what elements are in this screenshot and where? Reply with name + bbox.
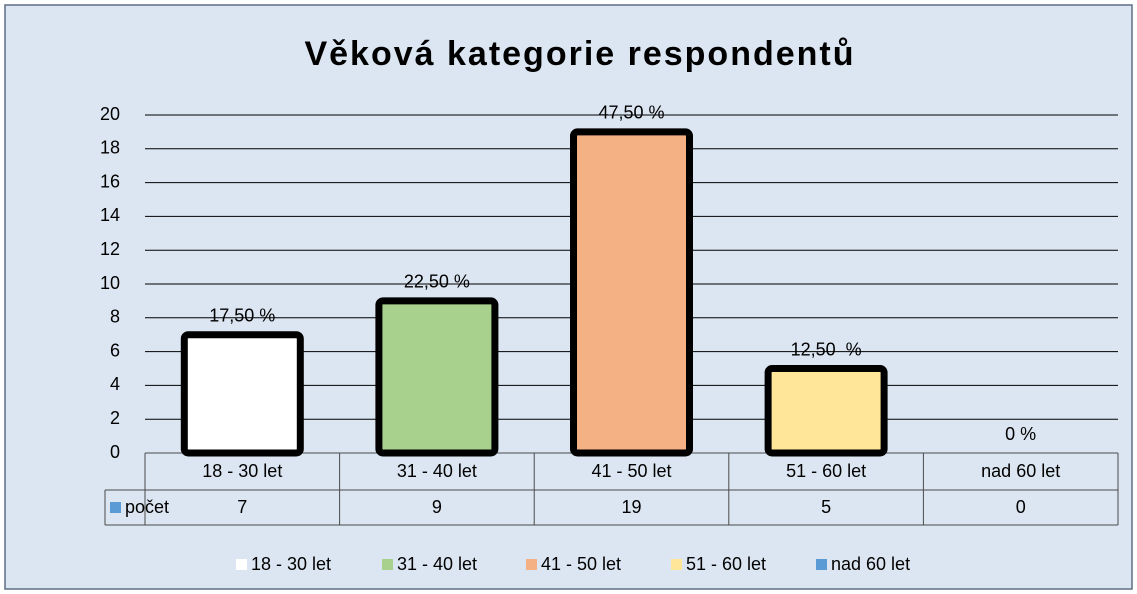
y-tick-label: 14 — [100, 205, 120, 225]
data-label: 47,50 % — [598, 103, 664, 123]
legend-key — [526, 559, 537, 570]
chart-title: Věková kategorie respondentů — [304, 35, 855, 73]
y-tick-label: 18 — [100, 138, 120, 158]
legend-key — [671, 559, 682, 570]
legend-label: 51 - 60 let — [686, 554, 766, 574]
table-cell: 7 — [237, 497, 247, 517]
x-tick-label: nad 60 let — [981, 461, 1060, 481]
x-tick-label: 51 - 60 let — [786, 461, 866, 481]
legend-key — [236, 559, 247, 570]
y-tick-label: 0 — [110, 442, 120, 462]
y-tick-label: 4 — [110, 374, 120, 394]
legend-label: 18 - 30 let — [251, 554, 331, 574]
data-label: 0 % — [1005, 424, 1036, 444]
x-tick-label: 31 - 40 let — [397, 461, 477, 481]
bar — [375, 297, 499, 457]
x-tick-label: 41 - 50 let — [591, 461, 671, 481]
table-cell: 5 — [821, 497, 831, 517]
table-cell: 0 — [1016, 497, 1026, 517]
y-tick-label: 12 — [100, 239, 120, 259]
chart-background — [4, 4, 1133, 590]
table-cell: 19 — [621, 497, 641, 517]
bar — [764, 365, 888, 457]
legend-label: 31 - 40 let — [397, 554, 477, 574]
legend-label: 41 - 50 let — [541, 554, 621, 574]
y-tick-label: 16 — [100, 171, 120, 191]
bar — [180, 331, 304, 457]
legend-key — [816, 559, 827, 570]
x-tick-label: 18 - 30 let — [202, 461, 282, 481]
y-tick-label: 8 — [110, 307, 120, 327]
y-tick-label: 10 — [100, 273, 120, 293]
data-label: 12,50 % — [791, 339, 862, 359]
legend-key — [110, 502, 121, 513]
y-tick-label: 20 — [100, 104, 120, 124]
bar — [570, 128, 693, 457]
table-row-label: počet — [125, 497, 169, 517]
y-tick-label: 2 — [110, 408, 120, 428]
y-tick-label: 6 — [110, 340, 120, 360]
data-label: 17,50 % — [209, 305, 275, 325]
table-cell: 9 — [432, 497, 442, 517]
data-label: 22,50 % — [404, 272, 470, 292]
legend-key — [382, 559, 393, 570]
legend-label: nad 60 let — [831, 554, 910, 574]
